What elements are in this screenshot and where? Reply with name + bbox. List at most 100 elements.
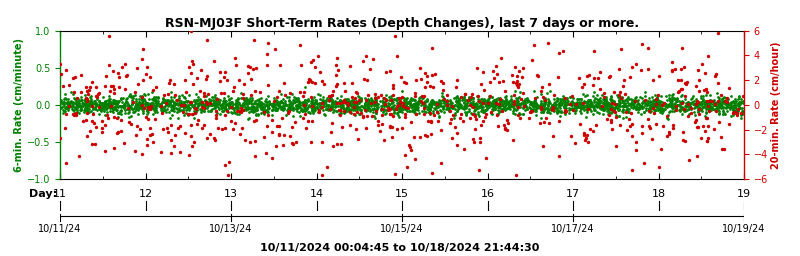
Point <box>82 104 94 108</box>
Point <box>305 108 318 112</box>
Point <box>702 54 714 58</box>
Point <box>66 104 79 108</box>
Point <box>157 109 170 113</box>
Point <box>245 77 258 81</box>
Point <box>529 104 542 108</box>
Point <box>350 127 362 132</box>
Point <box>354 108 366 112</box>
Point <box>387 93 400 97</box>
Point <box>302 119 314 123</box>
Point <box>143 107 156 111</box>
Point <box>736 101 749 105</box>
Point <box>492 105 505 109</box>
Point <box>326 102 338 106</box>
Point <box>238 103 250 107</box>
Point <box>719 100 732 104</box>
Point <box>735 106 748 110</box>
Point <box>449 113 462 117</box>
Point <box>695 136 708 140</box>
Point <box>638 101 651 105</box>
Point <box>506 100 518 104</box>
Point <box>410 78 422 82</box>
Point <box>660 114 673 118</box>
Point <box>146 103 158 108</box>
Point <box>159 104 172 108</box>
Point <box>344 123 357 127</box>
Point <box>168 102 181 106</box>
Point <box>320 104 333 108</box>
Point <box>97 106 110 111</box>
Point <box>484 80 497 84</box>
Point <box>465 101 478 105</box>
Point <box>704 93 717 97</box>
Point <box>166 105 179 109</box>
Point <box>654 106 666 110</box>
Point <box>518 99 531 103</box>
Point <box>450 104 463 108</box>
Point <box>98 101 111 105</box>
Point <box>416 95 429 100</box>
Point <box>553 102 566 106</box>
Point <box>400 103 413 107</box>
Point <box>530 103 542 108</box>
Point <box>682 112 695 116</box>
Point <box>678 65 690 69</box>
Point <box>483 105 496 109</box>
Point <box>661 134 674 138</box>
Point <box>81 99 94 103</box>
Point <box>422 105 435 110</box>
Point <box>68 111 81 115</box>
Point <box>191 102 204 106</box>
Point <box>702 105 715 109</box>
Point <box>696 105 709 110</box>
Point <box>342 100 355 104</box>
Point <box>79 101 92 105</box>
Point <box>326 121 338 125</box>
Point <box>674 104 686 108</box>
Point <box>310 99 323 103</box>
Point <box>414 103 427 107</box>
Point <box>258 99 271 103</box>
Point <box>504 97 517 101</box>
Point <box>610 144 622 148</box>
Point <box>517 105 530 109</box>
Point <box>67 112 80 116</box>
Point <box>165 103 178 107</box>
Point <box>77 101 90 105</box>
Point <box>233 132 246 136</box>
Point <box>420 104 433 108</box>
Point <box>676 101 689 105</box>
Point <box>78 102 90 106</box>
Point <box>410 112 422 116</box>
Point <box>423 84 436 88</box>
Point <box>718 111 730 115</box>
Point <box>552 103 565 108</box>
Point <box>627 101 640 105</box>
Point <box>564 102 577 106</box>
Point <box>729 111 742 115</box>
Point <box>112 100 125 104</box>
Point <box>173 102 186 106</box>
Point <box>655 103 668 108</box>
Point <box>530 106 543 110</box>
Point <box>530 103 543 108</box>
Point <box>441 93 454 98</box>
Point <box>272 103 285 107</box>
Point <box>348 106 361 111</box>
Point <box>396 126 409 130</box>
Point <box>63 100 76 104</box>
Point <box>224 96 237 100</box>
Point <box>558 102 571 106</box>
Point <box>690 103 702 107</box>
Point <box>330 101 343 105</box>
Point <box>697 99 710 103</box>
Point <box>232 108 245 112</box>
Point <box>682 104 694 108</box>
Point <box>112 74 125 79</box>
Point <box>491 113 504 117</box>
Point <box>504 106 517 111</box>
Point <box>506 73 518 78</box>
Point <box>387 107 400 111</box>
Point <box>366 102 378 106</box>
Point <box>70 99 82 103</box>
